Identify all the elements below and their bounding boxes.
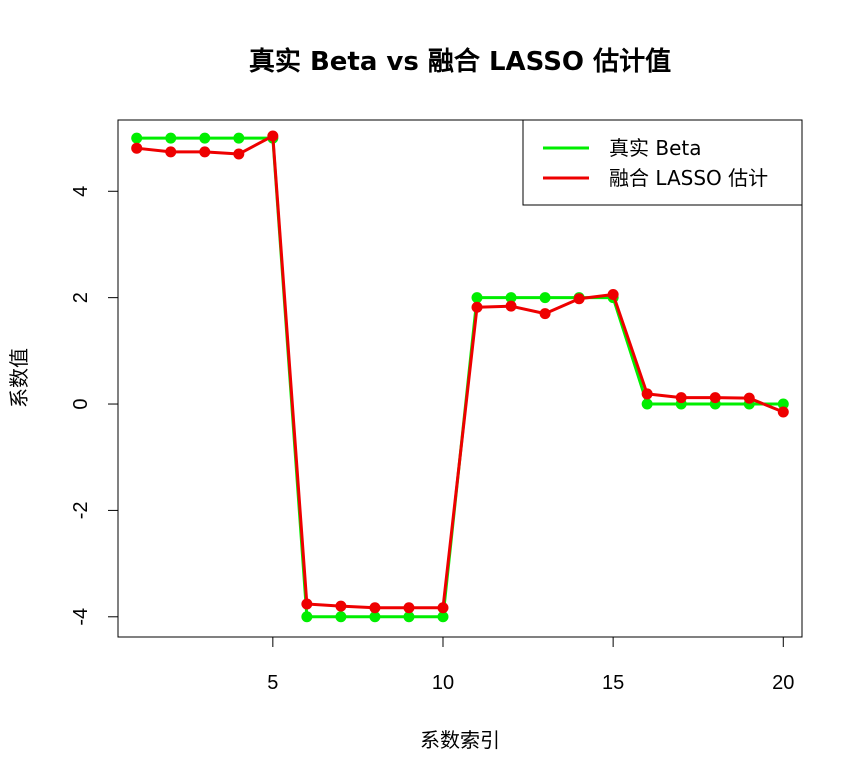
x-tick-label: 5: [267, 672, 278, 694]
series-1-point: [165, 146, 177, 158]
series-1-point: [675, 392, 687, 404]
legend-label-0: 真实 Beta: [609, 136, 701, 160]
y-tick-label: 4: [70, 186, 92, 197]
x-tick-label: 15: [602, 672, 624, 694]
series-1-point: [573, 293, 585, 305]
series-0-point: [539, 292, 551, 304]
series-0-point: [403, 611, 415, 623]
series-0-point: [641, 398, 653, 410]
series-0-point: [471, 292, 483, 304]
series-0-point: [301, 611, 313, 623]
series-0-point: [505, 292, 517, 304]
series-0-point: [777, 398, 789, 410]
y-tick-label: 0: [70, 398, 92, 409]
series-line-0: [136, 136, 784, 619]
series-1-point: [301, 598, 313, 610]
legend-label-1: 融合 LASSO 估计: [609, 166, 768, 190]
series-1-point: [505, 300, 517, 312]
series-0-point: [369, 611, 381, 623]
series-0-point: [199, 132, 211, 144]
series-1-point: [709, 392, 721, 404]
x-axis: 5 10 15 20: [267, 636, 794, 694]
y-axis: -4 -2 0 2 4: [70, 186, 119, 626]
y-axis-label: 系数值: [7, 348, 31, 408]
y-tick-label: -2: [70, 502, 92, 520]
legend: 真实 Beta 融合 LASSO 估计: [522, 119, 803, 206]
series-1-point: [539, 308, 551, 320]
series-1-point: [743, 392, 755, 404]
series-1-point: [233, 148, 245, 160]
series-layer: [131, 130, 789, 623]
series-0-point: [437, 611, 449, 623]
x-axis-label: 系数索引: [420, 728, 500, 752]
series-line-1: [136, 134, 784, 610]
series-1-point: [131, 142, 143, 154]
series-1-point: [199, 146, 211, 158]
series-1-point: [471, 301, 483, 313]
series-1-point: [641, 388, 653, 400]
series-1-point: [437, 602, 449, 614]
x-tick-label: 10: [432, 672, 454, 694]
series-1-point: [369, 602, 381, 614]
series-0-point: [335, 611, 347, 623]
legend-box: [522, 119, 803, 206]
series-1-point: [607, 288, 619, 300]
series-0-point: [131, 132, 143, 144]
series-1-point: [777, 406, 789, 418]
series-1-point: [403, 602, 415, 614]
y-tick-label: 2: [70, 292, 92, 303]
chart-title: 真实 Beta vs 融合 LASSO 估计值: [249, 46, 671, 77]
x-tick-label: 20: [772, 672, 794, 694]
series-0-point: [233, 132, 245, 144]
series-0-point: [165, 132, 177, 144]
series-1-point: [335, 600, 347, 612]
series-1-point: [267, 130, 279, 142]
y-tick-label: -4: [70, 608, 92, 626]
